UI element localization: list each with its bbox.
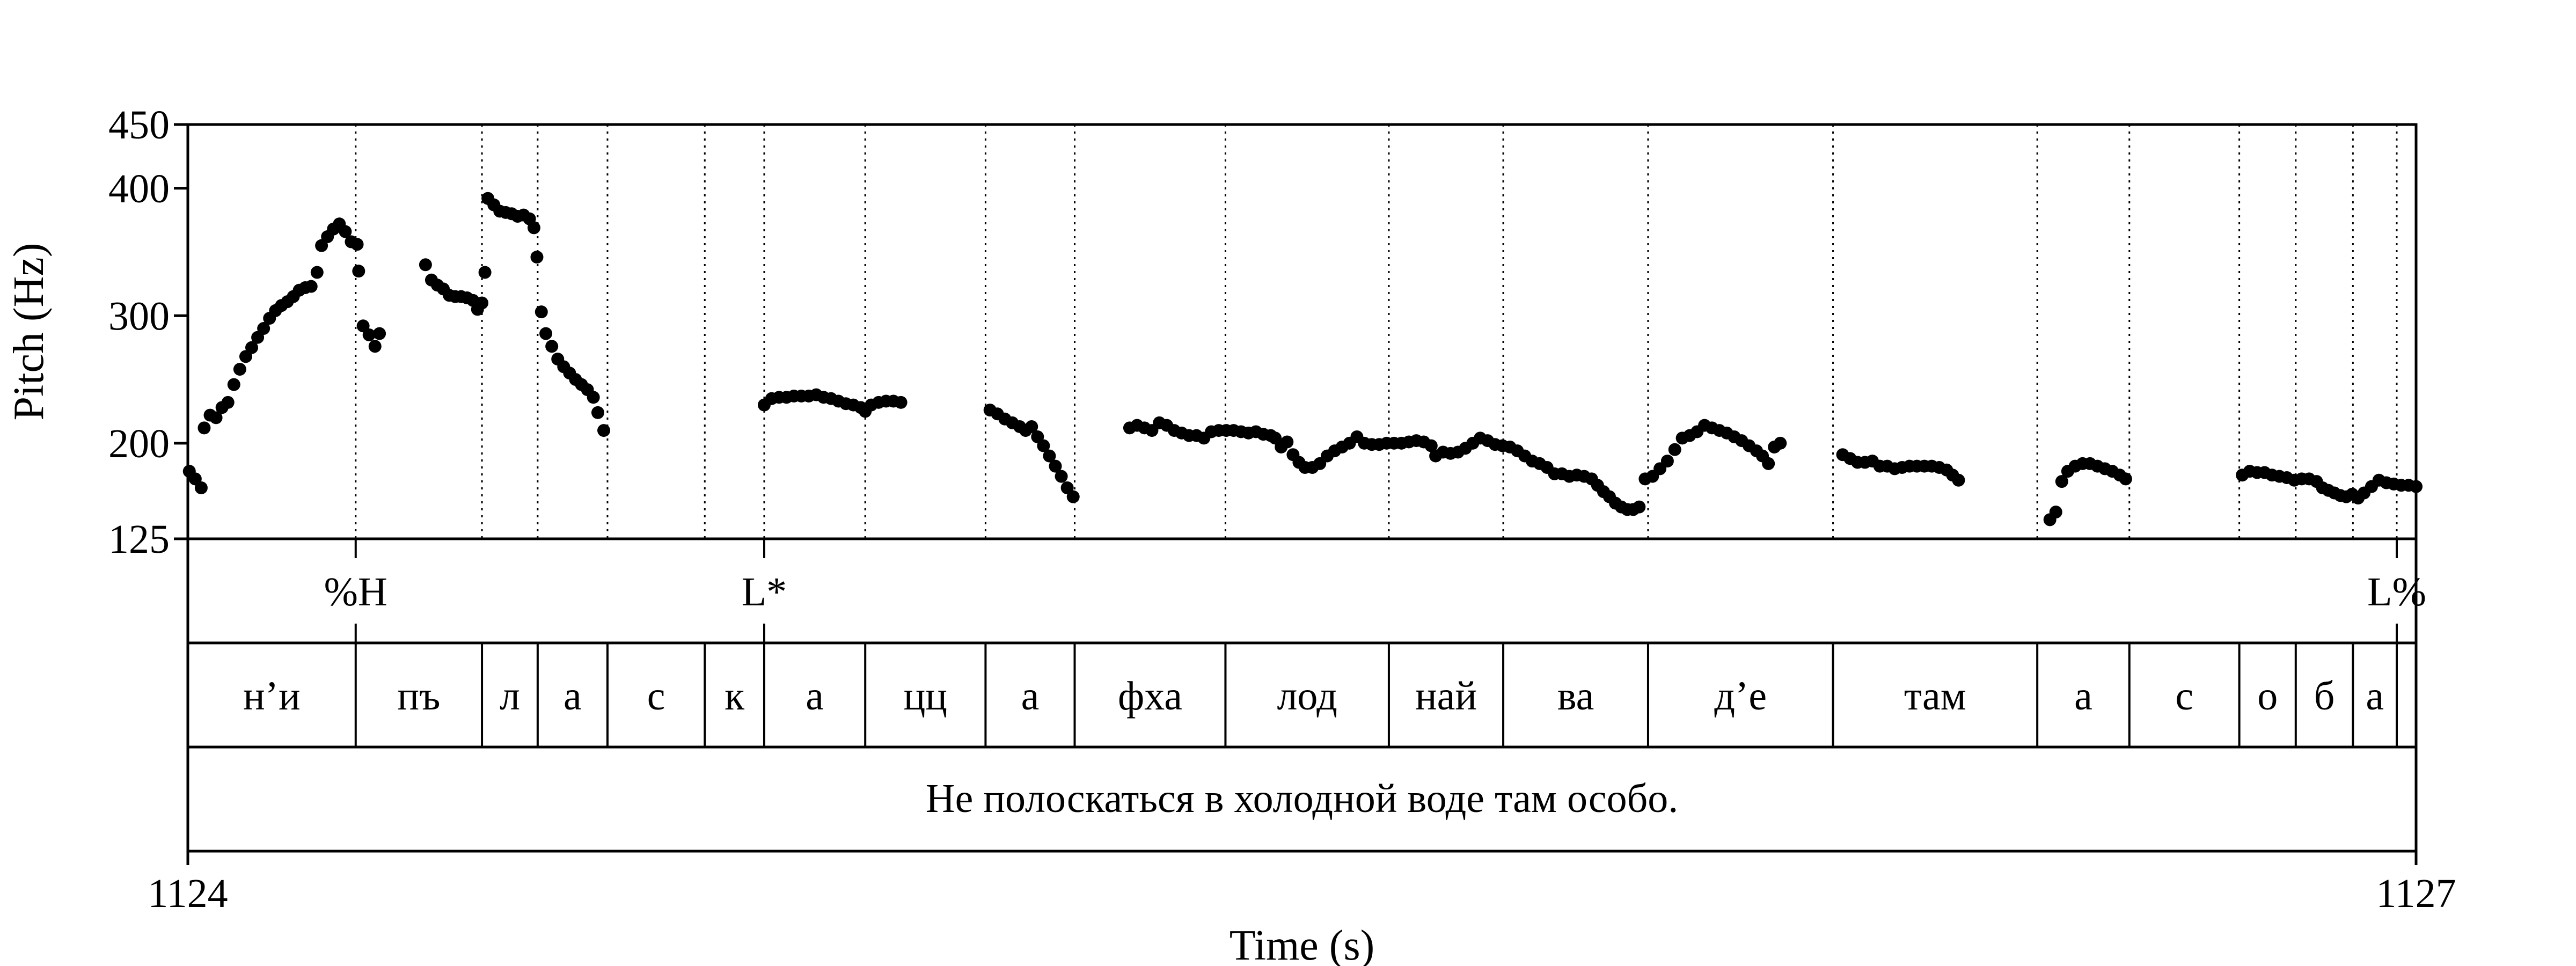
pitch-point — [1660, 455, 1674, 468]
pitch-point — [257, 322, 270, 335]
syllable-label: с — [647, 674, 665, 719]
pitch-point — [1066, 490, 1080, 503]
pitch-point — [591, 406, 604, 419]
pitch-point — [2410, 480, 2423, 493]
pitch-point — [1049, 459, 1062, 473]
pitch-point — [2119, 472, 2132, 486]
pitch-point — [1952, 473, 1965, 487]
pitch-point — [1774, 436, 1787, 450]
pitch-point — [304, 280, 318, 293]
pitch-point — [1025, 420, 1038, 433]
syllable-label: там — [1904, 674, 1966, 719]
syllable-borders — [354, 643, 2398, 747]
pitch-point — [539, 327, 553, 340]
syllable-label: лод — [1277, 674, 1337, 719]
y-tick-label: 450 — [108, 103, 170, 148]
pitch-point — [1424, 439, 1438, 452]
pitch-point — [373, 327, 386, 340]
syllable-label: а — [2366, 674, 2384, 719]
x-tick-label-end: 1127 — [2376, 871, 2456, 916]
pitch-point — [197, 421, 211, 435]
x-axis: 1124 1127 Time (s) — [148, 851, 2456, 966]
pitch-point — [894, 396, 908, 409]
syllable-label: пъ — [397, 674, 440, 719]
y-tick-label: 200 — [108, 421, 170, 466]
pitch-point — [339, 225, 352, 238]
syllable-label: д’е — [1714, 674, 1767, 719]
syllable-label: к — [724, 674, 744, 719]
pitch-point — [419, 258, 432, 272]
tone-label: L% — [2367, 569, 2426, 614]
plot-frame — [186, 123, 2418, 540]
pitch-point — [1633, 500, 1646, 514]
pitch-point — [245, 341, 259, 354]
pitch-panel — [186, 123, 2418, 853]
syllable-label: ва — [1557, 674, 1594, 719]
pitch-point — [1055, 470, 1068, 483]
pitch-point — [1762, 457, 1775, 470]
x-axis-title: Time (s) — [1230, 922, 1374, 966]
pitch-point — [597, 424, 611, 437]
syllable-label: о — [2257, 674, 2278, 719]
pitch-point — [535, 305, 548, 319]
pitch-series — [182, 192, 2423, 526]
pitch-point — [587, 391, 600, 404]
tone-tier: %H L* L% — [324, 539, 2426, 643]
tone-label: %H — [324, 569, 387, 614]
pitch-point — [530, 251, 544, 264]
pitch-point — [209, 411, 223, 425]
y-tick-label: 125 — [108, 517, 170, 562]
pitch-point — [368, 340, 382, 353]
pitch-point — [1668, 443, 1681, 456]
pitch-point — [478, 266, 492, 279]
syllable-label: а — [1021, 674, 1040, 719]
pitch-point — [2055, 475, 2068, 488]
syllable-label: а — [806, 674, 824, 719]
tone-label: L* — [742, 569, 787, 614]
pitch-point — [227, 378, 240, 391]
y-tick-label: 400 — [108, 166, 170, 211]
syllable-tier: н’и пъ л а с к а цц а фха лод най ва д’е там а с о б а — [243, 674, 2384, 719]
pitch-point — [1037, 439, 1050, 452]
syllable-label: а — [564, 674, 582, 719]
syllable-label: а — [2074, 674, 2092, 719]
pitch-point — [2049, 506, 2062, 519]
sentence-text: Не полоскаться в холодной воде там особо… — [926, 776, 1679, 821]
syllable-label: фха — [1118, 674, 1182, 719]
pitch-point — [1280, 435, 1294, 449]
pitch-point — [475, 296, 489, 310]
x-tick-label-start: 1124 — [148, 871, 228, 916]
pitch-point — [352, 265, 365, 278]
pitch-point — [310, 266, 324, 279]
pitch-point — [362, 328, 376, 341]
pitch-point — [233, 363, 246, 376]
pitch-point — [221, 396, 235, 409]
boundary-grid — [355, 125, 2398, 539]
pitch-point — [194, 481, 208, 494]
syllable-label: н’и — [243, 674, 301, 719]
syllable-label: б — [2314, 674, 2335, 719]
pitch-point — [1043, 449, 1056, 463]
syllable-label: л — [500, 674, 520, 719]
y-tick-label: 300 — [108, 294, 170, 339]
syllable-label: с — [2175, 674, 2193, 719]
y-axis: 125 200 300 400 450 — [108, 103, 188, 562]
pitch-point — [545, 340, 559, 353]
syllable-label: цц — [904, 674, 947, 719]
pitch-point — [527, 221, 540, 235]
syllable-label: най — [1415, 674, 1477, 719]
y-axis-title: Pitch (Hz) — [5, 243, 53, 420]
pitch-point — [350, 238, 364, 251]
